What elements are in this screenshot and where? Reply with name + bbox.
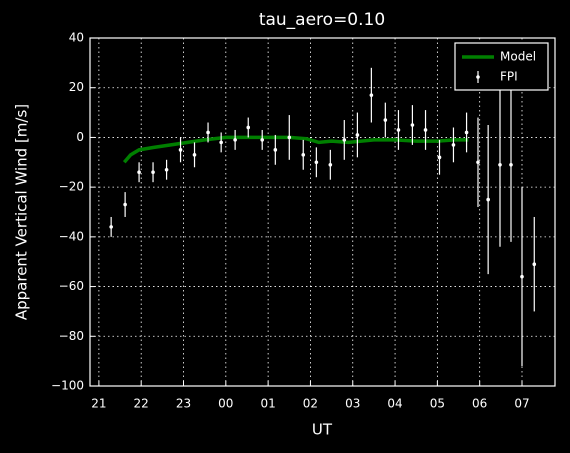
legend-box [454, 42, 549, 91]
y-tick-label: 0 [76, 130, 84, 144]
data-point [437, 155, 442, 160]
data-point [396, 128, 401, 132]
data-point [246, 125, 251, 130]
x-tick-label: 22 [134, 397, 149, 411]
data-point [273, 148, 278, 152]
legend-marker [476, 75, 480, 79]
y-tick-label: −60 [59, 279, 84, 293]
y-tick-label: 40 [69, 31, 84, 45]
data-point [219, 140, 223, 145]
data-point [314, 160, 319, 165]
chart-title: tau_aero=0.10 [259, 10, 385, 30]
x-tick-label: 21 [91, 397, 106, 411]
data-point [369, 93, 374, 97]
x-tick-label: 05 [430, 397, 445, 411]
data-point [206, 130, 210, 135]
x-tick-label: 00 [218, 397, 233, 411]
x-axis-label: UT [312, 421, 333, 439]
data-point [464, 130, 469, 135]
data-point [233, 138, 237, 142]
data-point [451, 143, 456, 147]
x-tick-label: 01 [260, 397, 275, 411]
x-tick-label: 03 [345, 397, 360, 411]
y-tick-label: 20 [69, 80, 84, 94]
model-line [122, 135, 469, 164]
data-point [498, 162, 502, 167]
data-point [109, 225, 113, 229]
data-point [178, 148, 183, 152]
x-tick-label: 02 [303, 397, 318, 411]
legend-label: FPI [500, 70, 518, 84]
y-tick-label: −80 [59, 329, 84, 343]
data-point [476, 160, 480, 165]
data-point [164, 167, 169, 172]
data-point [260, 138, 265, 142]
data-point [410, 123, 415, 127]
x-tick-label: 07 [514, 397, 529, 411]
data-point [509, 162, 513, 167]
data-point [520, 274, 524, 279]
data-point [423, 128, 428, 132]
y-tick-label: −20 [59, 180, 84, 194]
y-tick-label: −100 [51, 379, 84, 393]
data-point [301, 153, 306, 157]
data-point [123, 202, 127, 207]
data-point [355, 133, 360, 137]
data-point [328, 162, 333, 167]
data-point [532, 262, 537, 267]
data-point [151, 170, 155, 175]
data-point [383, 118, 388, 122]
data-point [137, 170, 141, 175]
plot-frame [89, 37, 556, 387]
x-tick-label: 23 [176, 397, 191, 411]
y-axis-label: Apparent Vertical Wind [m/s] [13, 104, 31, 320]
y-tick-label: −40 [59, 229, 84, 243]
data-point [486, 197, 490, 202]
data-point [192, 153, 197, 157]
x-tick-label: 06 [472, 397, 487, 411]
x-tick-label: 04 [387, 397, 402, 411]
legend-label: Model [500, 50, 536, 64]
data-point [342, 138, 347, 142]
data-point [287, 135, 292, 140]
